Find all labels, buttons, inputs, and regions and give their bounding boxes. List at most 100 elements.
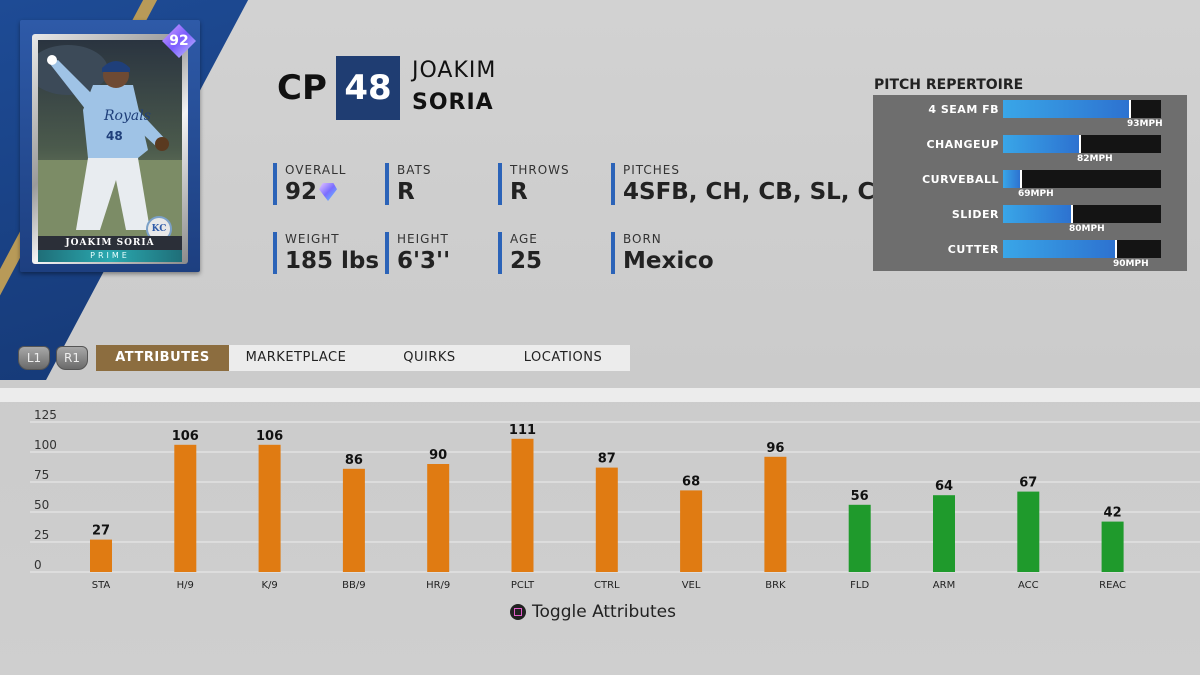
- player-card: Royals 48 KC JOAKIM SORIA PRIME 92: [20, 20, 200, 272]
- svg-text:Royals: Royals: [103, 108, 151, 124]
- bar-value-label: 87: [598, 452, 616, 467]
- attributes-chart: 0 25 50 75 100 125 27 STA 106 H/9 106 K/9 86 BB/9 90 H…: [30, 408, 1200, 591]
- stat-value: R: [397, 179, 415, 205]
- stat-bats: BATS R: [385, 163, 431, 205]
- pitch-speed-fill: [1003, 205, 1073, 223]
- bar-value-label: 67: [1019, 476, 1037, 491]
- y-tick-label: 0: [34, 558, 42, 572]
- attribute-bar: [1017, 491, 1040, 572]
- category-label: ARM: [933, 580, 955, 591]
- pitch-speed-fill: [1003, 135, 1081, 153]
- square-button-icon: [510, 604, 526, 620]
- attribute-bar: [595, 467, 618, 572]
- category-label: BB/9: [342, 580, 365, 591]
- category-label: K/9: [261, 580, 277, 591]
- player-last-name: SORIA: [412, 90, 494, 115]
- attribute-bar: [764, 456, 787, 572]
- team-logo: KC: [146, 216, 172, 236]
- tab-quirks[interactable]: QUIRKS: [403, 350, 456, 365]
- stat-value: 4SFB, CH, CB, SL, CUT: [623, 179, 909, 205]
- stat-age: AGE 25: [498, 232, 542, 274]
- chart-header-strip: [0, 388, 1200, 402]
- stat-value: R: [510, 179, 528, 205]
- bar-value-label: 96: [766, 441, 784, 456]
- card-frame: Royals 48 KC JOAKIM SORIA PRIME: [32, 34, 188, 264]
- stat-label: AGE: [510, 232, 538, 246]
- stat-label: BATS: [397, 163, 432, 177]
- stat-value: 6'3'': [397, 248, 451, 274]
- bar-value-label: 86: [345, 453, 363, 468]
- category-label: CTRL: [594, 580, 620, 591]
- stat-value: 92: [285, 179, 318, 205]
- pitch-repertoire-title: PITCH REPERTOIRE: [874, 77, 1024, 93]
- stat-throws: THROWS R: [498, 163, 570, 205]
- y-tick-label: 25: [34, 528, 49, 542]
- pitch-row: SLIDER 80MPH: [873, 200, 1187, 234]
- bar-value-label: 68: [682, 474, 700, 489]
- pitch-speed-label: 82MPH: [1077, 154, 1113, 164]
- category-label: REAC: [1099, 580, 1126, 591]
- category-label: ACC: [1018, 580, 1039, 591]
- stat-label: THROWS: [510, 163, 570, 177]
- attribute-bar: [90, 539, 112, 572]
- attribute-bar: [258, 444, 281, 572]
- bar-value-label: 90: [429, 448, 447, 463]
- toggle-attributes-label: Toggle Attributes: [532, 602, 676, 622]
- stat-label: HEIGHT: [397, 232, 449, 246]
- stat-label: OVERALL: [285, 163, 347, 177]
- pitch-speed-bar: [1003, 240, 1161, 258]
- pitch-row: 4 SEAM FB 93MPH: [873, 95, 1187, 129]
- player-first-name: JOAKIM: [412, 58, 497, 83]
- pitch-speed-fill: [1003, 100, 1131, 118]
- pitch-speed-label: 90MPH: [1113, 259, 1149, 269]
- category-label: BRK: [765, 580, 786, 591]
- stat-overall: OVERALL 92: [273, 163, 346, 205]
- stat-height: HEIGHT 6'3'': [385, 232, 450, 274]
- attribute-bar: [848, 504, 871, 572]
- r1-button[interactable]: R1: [56, 346, 88, 370]
- tab-marketplace[interactable]: MARKETPLACE: [245, 350, 347, 365]
- stat-label: BORN: [623, 232, 662, 246]
- card-series-label: PRIME: [38, 250, 182, 262]
- tab-attributes[interactable]: ATTRIBUTES: [96, 345, 229, 371]
- bar-value-label: 56: [851, 489, 869, 504]
- pitch-row: CURVEBALL 69MPH: [873, 165, 1187, 199]
- l1-button[interactable]: L1: [18, 346, 50, 370]
- bar-value-label: 111: [509, 423, 536, 438]
- player-photo: Royals 48 KC: [38, 40, 182, 236]
- pitch-speed-fill: [1003, 240, 1117, 258]
- pitch-speed-bar: [1003, 100, 1161, 118]
- pitch-name: 4 SEAM FB: [928, 103, 999, 116]
- category-label: VEL: [682, 580, 701, 591]
- bar-value-label: 106: [256, 429, 283, 444]
- bar-value-label: 64: [935, 479, 953, 494]
- diamond-rarity-icon: [319, 183, 338, 201]
- pitch-name: CHANGEUP: [926, 138, 999, 151]
- pitch-row: CUTTER 90MPH: [873, 235, 1187, 269]
- stat-value: Mexico: [623, 248, 714, 274]
- pitch-speed-bar: [1003, 170, 1161, 188]
- category-label: HR/9: [426, 580, 450, 591]
- bar-value-label: 42: [1104, 506, 1122, 521]
- category-label: STA: [92, 580, 111, 591]
- bar-value-label: 106: [172, 429, 199, 444]
- attribute-bar: [680, 490, 703, 572]
- attribute-bar: [933, 495, 955, 572]
- toggle-attributes-hint[interactable]: Toggle Attributes: [510, 602, 676, 622]
- category-label: PCLT: [511, 580, 535, 591]
- bar-value-label: 27: [92, 524, 110, 539]
- attribute-bar: [342, 468, 365, 572]
- player-number: 48: [336, 56, 400, 120]
- category-label: FLD: [850, 580, 869, 591]
- pitch-row: CHANGEUP 82MPH: [873, 130, 1187, 164]
- pitch-speed-label: 80MPH: [1069, 224, 1105, 234]
- y-tick-label: 100: [34, 438, 57, 452]
- tab-locations[interactable]: LOCATIONS: [523, 350, 603, 365]
- attribute-bar: [427, 464, 450, 572]
- stat-born: BORN Mexico: [611, 232, 714, 274]
- stat-value: 185 lbs: [285, 248, 380, 274]
- y-tick-label: 50: [34, 498, 49, 512]
- pitch-speed-label: 93MPH: [1127, 119, 1163, 129]
- attribute-bar: [174, 444, 197, 572]
- pitch-name: CURVEBALL: [922, 173, 999, 186]
